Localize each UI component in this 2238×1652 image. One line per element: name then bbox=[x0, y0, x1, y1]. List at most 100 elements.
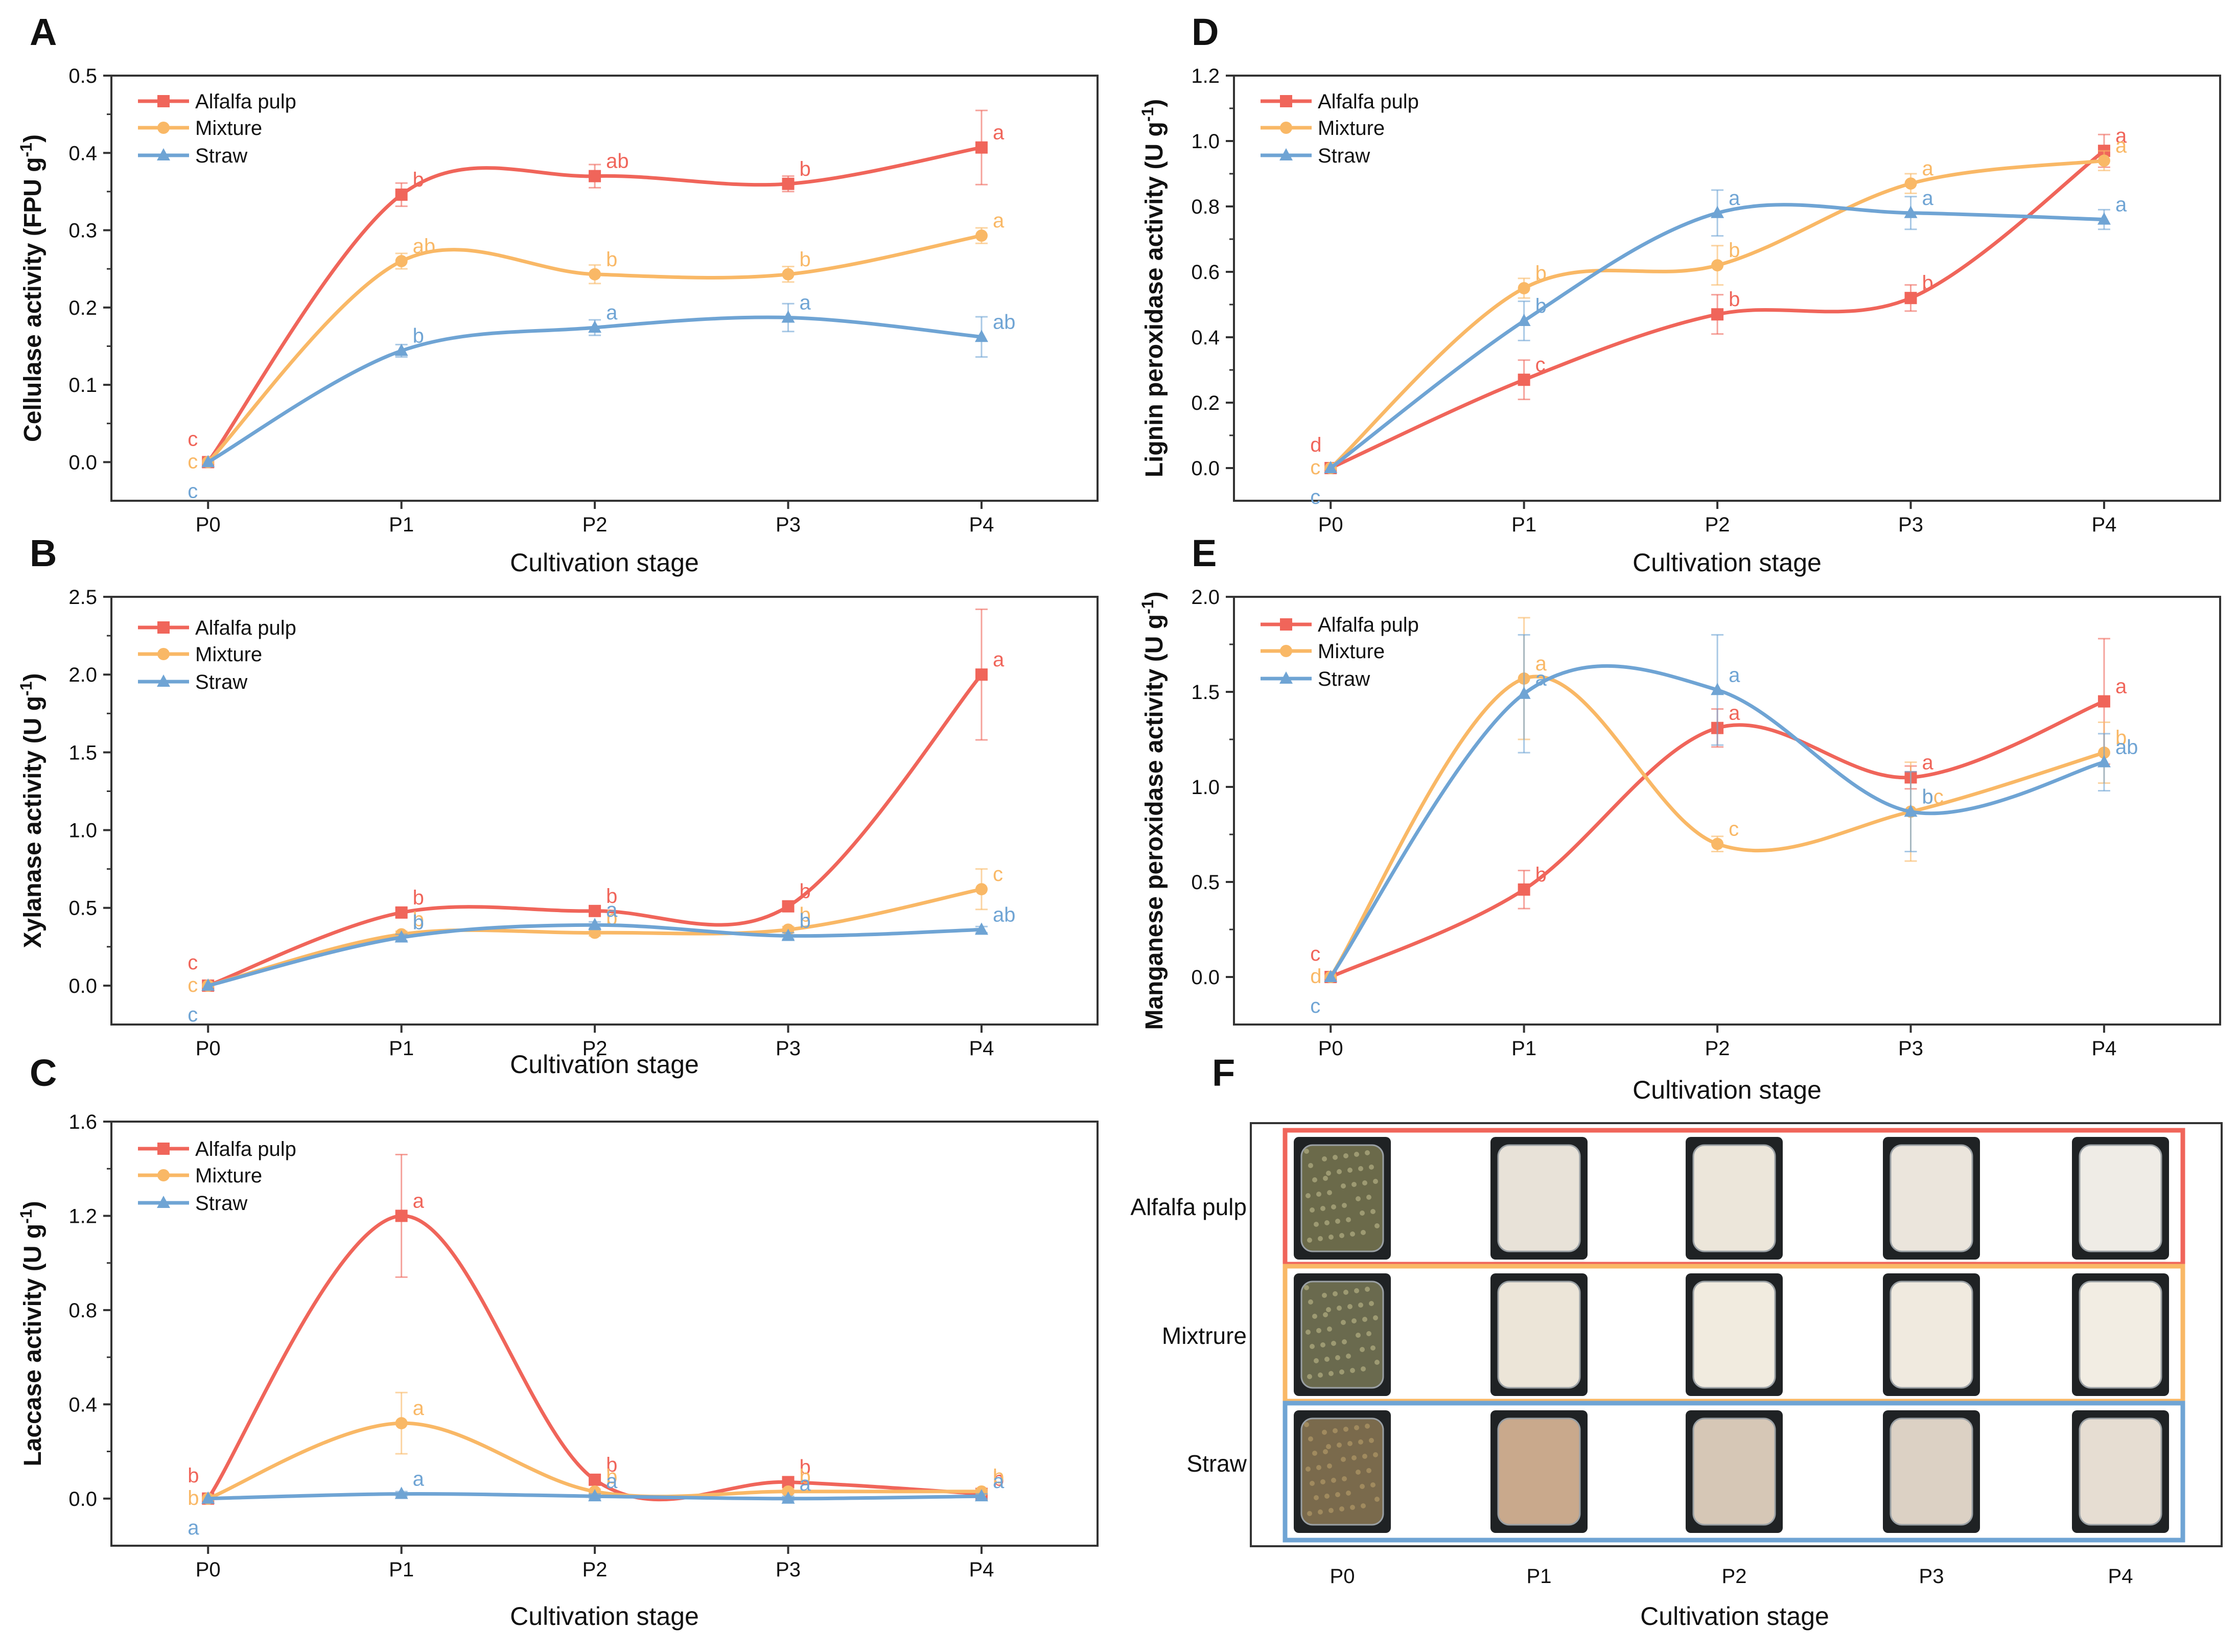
y-tick-label: 0.2 bbox=[1191, 392, 1220, 414]
substrate-speckle bbox=[1351, 1455, 1357, 1460]
substrate-speckle bbox=[1316, 1465, 1321, 1470]
significance-letter: a bbox=[188, 1517, 199, 1539]
substrate-speckle bbox=[1341, 1320, 1346, 1325]
square-marker bbox=[157, 95, 170, 107]
x-tick-label: P1 bbox=[1511, 1037, 1536, 1060]
square-marker bbox=[395, 906, 408, 919]
significance-letter: b bbox=[413, 325, 424, 347]
significance-letter: b bbox=[993, 1465, 1004, 1488]
significance-letter: d bbox=[1310, 434, 1321, 456]
legend-label: Alfalfa pulp bbox=[195, 617, 296, 639]
significance-letter: ab bbox=[413, 235, 436, 258]
series-straw: c b a a a bbox=[1310, 187, 2127, 508]
significance-letter: b bbox=[800, 158, 811, 180]
significance-letter: c bbox=[1729, 818, 1739, 841]
substrate-speckle bbox=[1361, 1503, 1366, 1508]
triangle-marker bbox=[1279, 671, 1293, 684]
significance-letter: a bbox=[2115, 125, 2127, 147]
substrate-speckle bbox=[1339, 1506, 1344, 1511]
significance-letter: c bbox=[188, 951, 198, 974]
x-axis-title: Cultivation stage bbox=[510, 548, 699, 577]
x-axis-title: Cultivation stage bbox=[1640, 1602, 1829, 1631]
substrate-block bbox=[1300, 1144, 1384, 1252]
panel-c-laccase: C 0.0 0.4 0.8 1.2 1.6 P0 P1 P2 P3 P4 Cultivation st… bbox=[17, 1052, 1099, 1631]
row-label-straw: Straw bbox=[1186, 1450, 1247, 1477]
significance-letter: c bbox=[188, 974, 198, 996]
substrate-block bbox=[1497, 1144, 1581, 1252]
significance-letter: b bbox=[993, 1468, 1004, 1491]
triangle-marker bbox=[1324, 970, 1338, 982]
significance-letter: b bbox=[2115, 727, 2127, 749]
substrate-speckle bbox=[1304, 1422, 1309, 1427]
circle-marker bbox=[157, 648, 170, 660]
panel-e-manganese-peroxidase: E 0.0 0.5 1.0 1.5 2.0 P0 P1 P2 P3 P4 Cultivation st… bbox=[1138, 532, 2221, 1104]
substrate-speckle bbox=[1365, 1424, 1370, 1429]
panel-letter: D bbox=[1192, 11, 1219, 53]
significance-letter: b bbox=[188, 1464, 199, 1487]
significance-letter: c bbox=[188, 1004, 198, 1026]
substrate-speckle bbox=[1307, 1374, 1312, 1379]
substrate-speckle bbox=[1339, 1369, 1344, 1375]
substrate-speckle bbox=[1324, 1220, 1330, 1225]
square-marker bbox=[1518, 883, 1530, 896]
y-tick-label: 2.0 bbox=[1191, 586, 1220, 609]
x-tick-label: P2 bbox=[582, 514, 608, 536]
substrate-speckle bbox=[1354, 1288, 1359, 1293]
substrate-speckle bbox=[1308, 1436, 1313, 1441]
significance-letter: ab bbox=[606, 150, 629, 173]
significance-letter: d bbox=[1310, 965, 1321, 988]
significance-letter: b bbox=[1922, 785, 1933, 808]
significance-letter: a bbox=[606, 899, 618, 921]
substrate-speckle bbox=[1320, 1206, 1325, 1211]
x-tick-label: P3 bbox=[1898, 1037, 1923, 1060]
x-tick-label: P3 bbox=[1919, 1565, 1944, 1588]
y-tick-label: 1.5 bbox=[1191, 681, 1220, 704]
substrate-block bbox=[1890, 1417, 1973, 1526]
x-tick-label: P3 bbox=[1898, 514, 1923, 536]
substrate-speckle bbox=[1374, 1360, 1380, 1365]
significance-letter: b bbox=[800, 903, 811, 926]
significance-letter: b bbox=[188, 1487, 199, 1509]
substrate-block bbox=[2079, 1417, 2162, 1526]
substrate-speckle bbox=[1362, 1317, 1367, 1322]
circle-marker bbox=[1280, 645, 1292, 657]
substrate-speckle bbox=[1356, 1333, 1361, 1338]
substrate-speckle bbox=[1365, 1287, 1370, 1292]
circle-marker bbox=[589, 268, 601, 281]
square-marker bbox=[1280, 95, 1292, 107]
significance-letter: b bbox=[1729, 239, 1740, 262]
significance-letter: a bbox=[993, 648, 1005, 671]
substrate-speckle bbox=[1369, 1301, 1374, 1306]
significance-letter: a bbox=[413, 1397, 425, 1420]
substrate-block bbox=[1300, 1281, 1384, 1389]
legend: Alfalfa pulp Mixture Straw bbox=[138, 90, 296, 167]
x-axis-title: Cultivation stage bbox=[510, 1602, 699, 1631]
substrate-speckle bbox=[1312, 1451, 1317, 1456]
substrate-speckle bbox=[1305, 1330, 1311, 1335]
legend-label: Straw bbox=[195, 145, 247, 167]
y-tick-label: 0.4 bbox=[1191, 327, 1220, 349]
circle-marker bbox=[975, 229, 988, 242]
y-axis-title: Cellulase activity (FPU g-1) bbox=[17, 134, 46, 442]
significance-letter: c bbox=[1310, 486, 1320, 508]
legend: Alfalfa pulp Mixture Straw bbox=[138, 617, 296, 693]
series-straw: c b a a ab bbox=[188, 291, 1015, 502]
x-tick-label: P1 bbox=[389, 514, 414, 536]
significance-letter: b bbox=[1535, 262, 1547, 285]
circle-marker bbox=[975, 883, 988, 896]
substrate-speckle bbox=[1362, 1180, 1367, 1185]
substrate-speckle bbox=[1350, 1505, 1355, 1510]
legend-label: Alfalfa pulp bbox=[195, 1138, 296, 1160]
y-tick-label: 0.5 bbox=[68, 897, 97, 920]
substrate-speckle bbox=[1337, 1442, 1342, 1448]
legend-label: Mixture bbox=[195, 1165, 262, 1187]
y-tick-label: 0.5 bbox=[1191, 871, 1220, 894]
significance-letter: a bbox=[1535, 668, 1547, 690]
triangle-marker bbox=[1517, 686, 1531, 699]
substrate-speckle bbox=[1304, 1149, 1309, 1154]
substrate-speckle bbox=[1365, 1150, 1370, 1155]
x-tick-label: P4 bbox=[2091, 1037, 2116, 1060]
substrate-speckle bbox=[1335, 1219, 1340, 1224]
substrate-speckle bbox=[1358, 1166, 1363, 1171]
significance-letter: b bbox=[1535, 295, 1547, 317]
